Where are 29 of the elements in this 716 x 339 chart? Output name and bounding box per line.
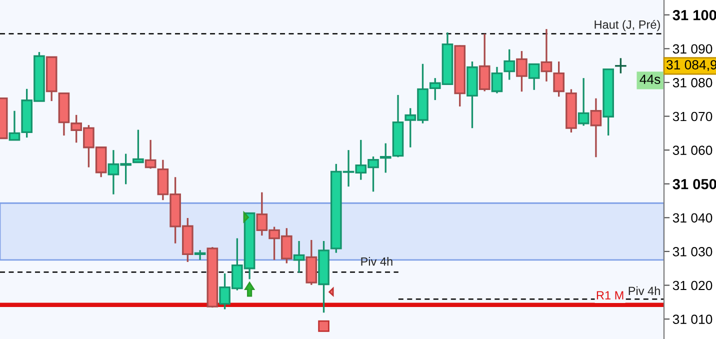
y-tick-label: 31 010 xyxy=(672,314,712,324)
candlestick xyxy=(516,50,528,92)
candlestick xyxy=(540,28,552,82)
candlestick xyxy=(144,139,156,170)
y-tick-label: 31 100 xyxy=(672,10,716,20)
y-tick-label: 31 030 xyxy=(672,247,712,256)
candlestick xyxy=(590,98,602,158)
ref-line-label: R1 M xyxy=(596,291,624,300)
y-tick-label: 31 040 xyxy=(672,213,712,223)
candlestick xyxy=(194,249,206,261)
y-tick-label: 31 070 xyxy=(672,112,712,122)
y-tick-label: 31 060 xyxy=(672,146,712,155)
candlestick xyxy=(132,128,144,164)
ref-line-label: Piv 4h xyxy=(361,257,392,266)
y-tick-label: 31 050 xyxy=(672,178,716,190)
candlestick xyxy=(293,240,305,274)
y-tick-label: 31 090 xyxy=(672,44,712,54)
text: 44s xyxy=(640,74,660,84)
candlestick xyxy=(578,77,590,127)
ref-line-label: Piv 4h xyxy=(628,286,660,295)
candlestick xyxy=(491,66,503,94)
candlestick xyxy=(478,32,490,92)
candlestick xyxy=(615,57,626,74)
candlestick xyxy=(553,60,564,98)
ref-line-label: Haut (J, Pré) xyxy=(594,20,660,32)
y-tick-label: 31 020 xyxy=(672,280,712,290)
candlestick xyxy=(528,63,540,91)
y-tick-label: 31 080 xyxy=(672,78,712,88)
candlestick xyxy=(504,48,516,81)
